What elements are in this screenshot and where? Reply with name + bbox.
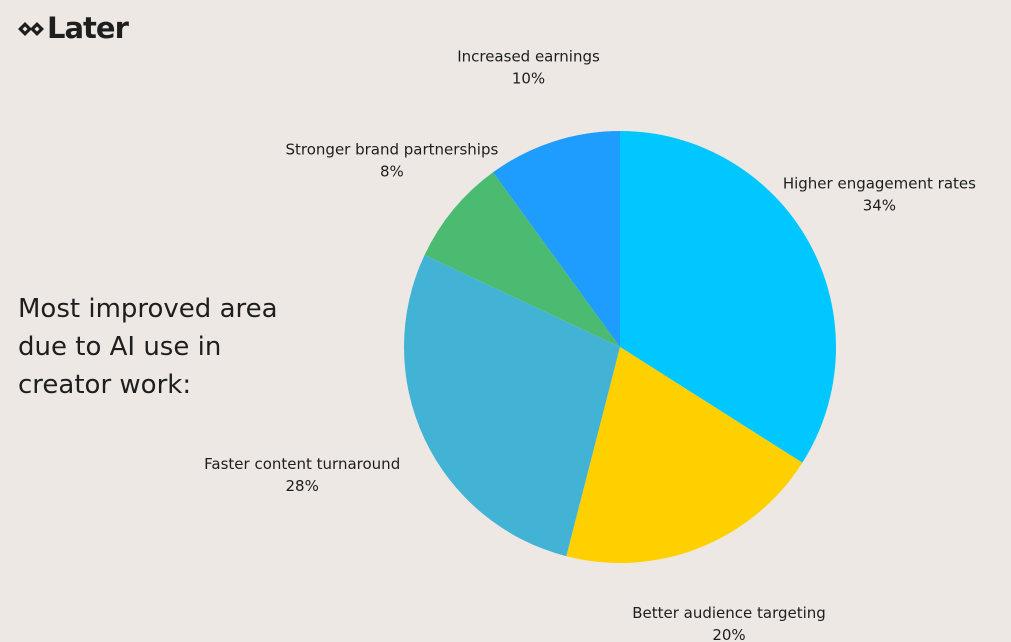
pie-slice-higher-engagement-rates (620, 131, 836, 463)
slice-value-label: 20% (712, 626, 745, 642)
pie-slice-increased-earnings (493, 131, 620, 347)
brand-logo: Later (18, 11, 129, 45)
slice-label: Faster content turnaround (204, 455, 400, 473)
pie-slice-faster-content-turnaround (404, 255, 620, 557)
brand-name: Later (47, 11, 129, 45)
slice-value-label: 10% (512, 70, 545, 88)
slice-value-label: 8% (380, 162, 404, 180)
slice-value-label: 34% (863, 196, 896, 214)
slice-value-label: 28% (286, 477, 319, 495)
pie-slice-stronger-brand-partnerships (424, 172, 620, 347)
diamond-arrows-icon (18, 21, 44, 36)
chart-heading: Most improved area due to AI use in crea… (18, 294, 278, 400)
slice-label: Better audience targeting (632, 604, 826, 622)
slice-label: Stronger brand partnerships (286, 140, 499, 158)
pie-slice-better-audience-targeting (566, 347, 803, 563)
slice-label: Higher engagement rates (783, 174, 976, 192)
slice-label: Increased earnings (457, 48, 600, 66)
